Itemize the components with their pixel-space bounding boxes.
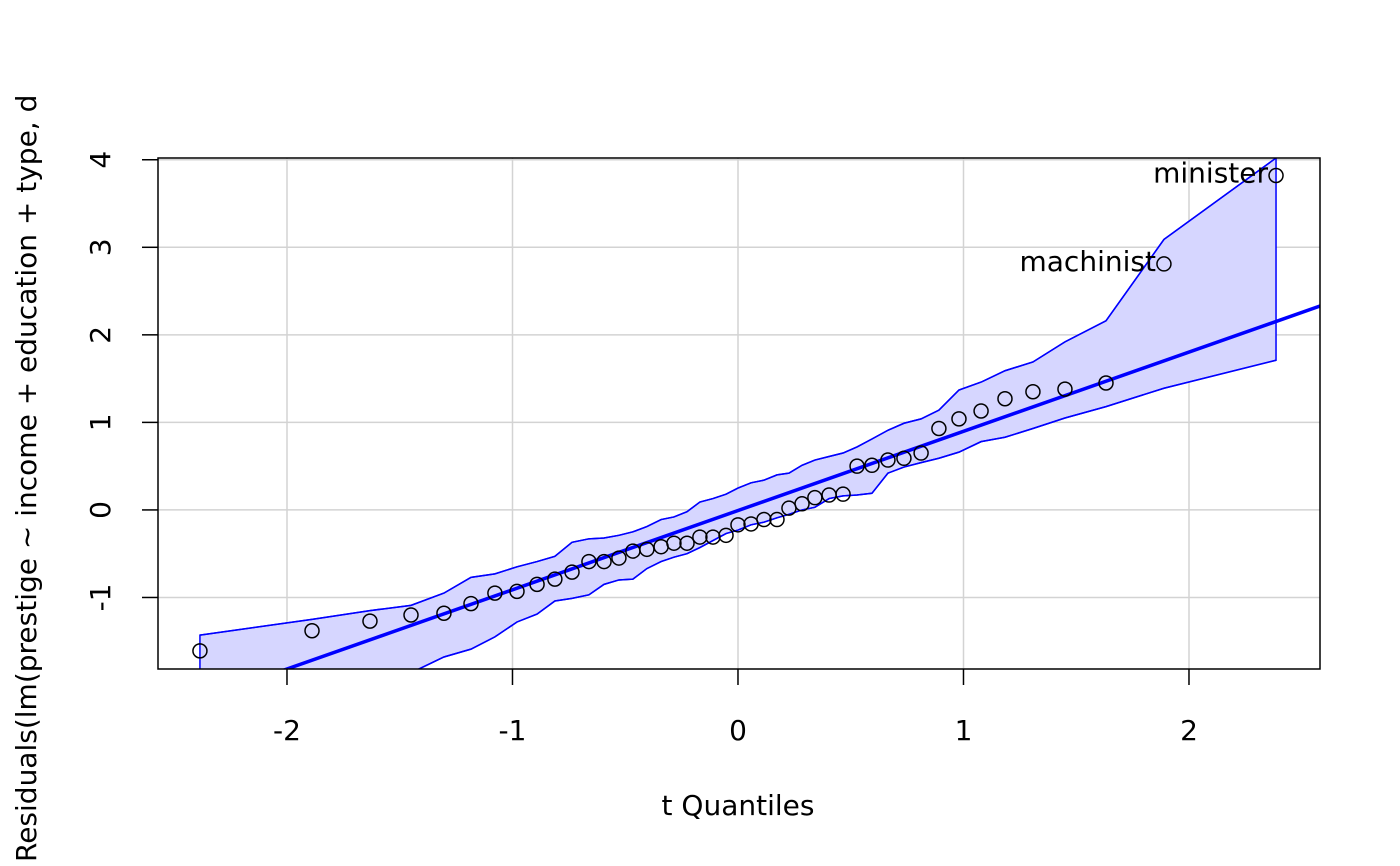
data-point — [666, 535, 682, 551]
data-point — [1156, 256, 1172, 272]
envelope-group — [199, 158, 1320, 669]
data-point — [951, 411, 967, 427]
data-point — [679, 535, 695, 551]
plot-frame — [157, 157, 1321, 670]
y-tick-label: 4 — [84, 151, 117, 169]
y-tick-label: -1 — [84, 584, 117, 612]
data-point — [463, 595, 479, 612]
data-point — [794, 496, 810, 512]
axes: -2 -1 0 1 2 -1 0 1 2 3 4 — [84, 151, 1198, 747]
data-point — [864, 457, 880, 474]
data-point — [973, 403, 989, 419]
data-point — [529, 576, 545, 593]
x-tick-label: 2 — [1180, 714, 1198, 747]
data-point — [769, 511, 785, 528]
points-group: machinist minister — [192, 157, 1284, 659]
data-point — [849, 458, 865, 474]
x-tick-label: -1 — [499, 714, 527, 747]
data-point — [362, 613, 378, 629]
data-point — [596, 553, 612, 570]
data-point — [403, 607, 419, 623]
data-point — [304, 622, 320, 639]
reference-line — [281, 304, 1320, 669]
data-point — [730, 517, 746, 533]
x-tick-label: -2 — [273, 714, 301, 747]
y-tick-label: 3 — [84, 238, 117, 256]
envelope-lower — [417, 359, 1277, 669]
data-point — [835, 486, 851, 502]
data-point — [487, 585, 503, 601]
point-label: machinist — [1020, 245, 1156, 278]
data-point — [913, 445, 929, 461]
y-tick-label: 1 — [84, 413, 117, 431]
data-point — [581, 553, 597, 570]
data-point — [997, 390, 1013, 407]
x-tick-label: 0 — [729, 714, 747, 747]
data-point — [192, 643, 208, 659]
data-point — [1268, 167, 1284, 184]
y-tick-label: 0 — [84, 501, 117, 519]
data-point — [1057, 381, 1073, 397]
data-point — [509, 583, 525, 600]
x-axis-label: t Quantiles — [662, 789, 815, 822]
y-tick-label: 2 — [84, 326, 117, 344]
data-point — [718, 527, 734, 544]
point-label: minister — [1153, 157, 1268, 190]
y-axis-label: Residuals(lm(prestige ~ income + educati… — [10, 95, 43, 862]
data-point — [931, 420, 947, 437]
data-point — [547, 571, 563, 587]
data-point — [436, 605, 452, 621]
grid — [158, 158, 1320, 669]
data-point — [611, 550, 627, 566]
data-point — [756, 511, 772, 528]
data-point — [896, 450, 912, 467]
data-point — [692, 529, 708, 545]
envelope-upper — [199, 158, 1277, 636]
data-point — [564, 564, 580, 580]
data-point — [1025, 383, 1041, 400]
data-point — [1098, 375, 1114, 391]
data-point — [880, 452, 896, 468]
x-tick-label: 1 — [955, 714, 973, 747]
